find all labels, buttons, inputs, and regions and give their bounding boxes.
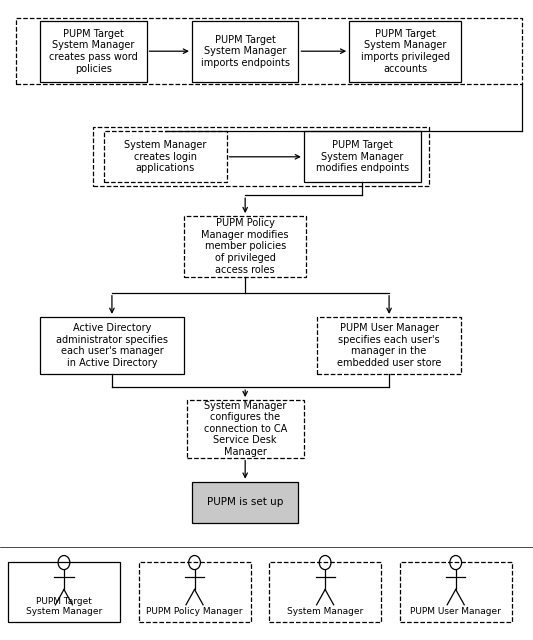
Bar xyxy=(187,400,304,458)
Bar xyxy=(349,20,461,81)
Bar xyxy=(269,562,381,622)
Text: PUPM Target
System Manager
imports privileged
accounts: PUPM Target System Manager imports privi… xyxy=(361,29,449,74)
Bar xyxy=(304,131,421,182)
Bar xyxy=(192,481,298,524)
Text: System Manager
creates login
applications: System Manager creates login application… xyxy=(124,140,206,173)
Bar xyxy=(184,216,306,276)
Bar xyxy=(400,562,512,622)
Bar xyxy=(40,317,184,374)
Text: PUPM User Manager
specifies each user's
manager in the
embedded user store: PUPM User Manager specifies each user's … xyxy=(337,323,441,368)
Text: PUPM Policy Manager: PUPM Policy Manager xyxy=(146,607,243,616)
Text: PUPM User Manager: PUPM User Manager xyxy=(410,607,501,616)
Bar xyxy=(104,131,227,182)
Bar xyxy=(93,127,429,186)
Text: PUPM Target
System Manager
creates pass word
policies: PUPM Target System Manager creates pass … xyxy=(49,29,138,74)
Text: PUPM Target
System Manager: PUPM Target System Manager xyxy=(26,596,102,616)
Text: System Manager
configures the
connection to CA
Service Desk
Manager: System Manager configures the connection… xyxy=(204,401,287,457)
Text: PUPM Target
System Manager
imports endpoints: PUPM Target System Manager imports endpo… xyxy=(201,35,289,68)
Text: System Manager: System Manager xyxy=(287,607,364,616)
Bar xyxy=(139,562,251,622)
Text: PUPM Target
System Manager
modifies endpoints: PUPM Target System Manager modifies endp… xyxy=(316,140,409,173)
Bar xyxy=(16,18,522,84)
Text: PUPM Policy
Manager modifies
member policies
of privileged
access roles: PUPM Policy Manager modifies member poli… xyxy=(201,218,289,275)
Bar xyxy=(192,20,298,81)
Bar xyxy=(8,562,120,622)
Text: PUPM is set up: PUPM is set up xyxy=(207,497,284,508)
Text: Active Directory
administrator specifies
each user's manager
in Active Directory: Active Directory administrator specifies… xyxy=(56,323,168,368)
Bar xyxy=(317,317,461,374)
Bar xyxy=(40,20,147,81)
